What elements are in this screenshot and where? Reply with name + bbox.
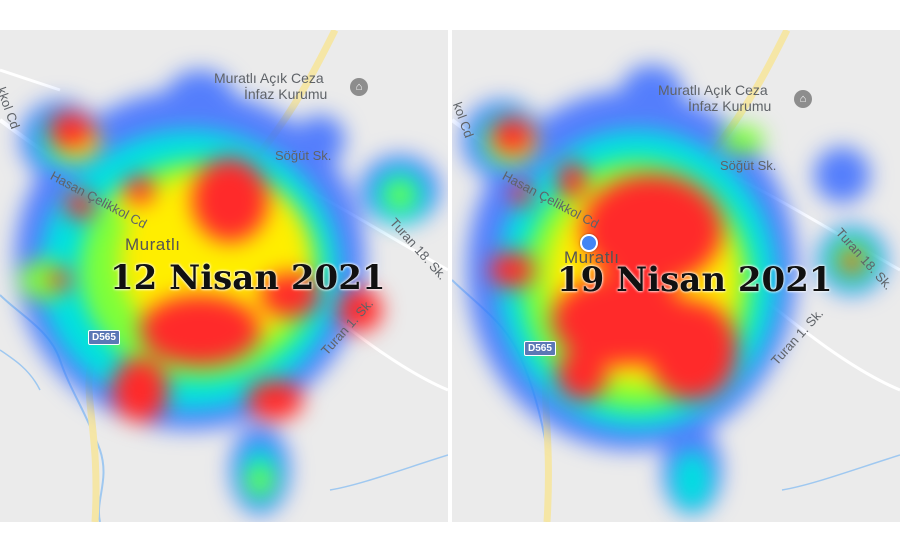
poi-name-line1: Muratlı Açık Ceza (214, 70, 324, 86)
town-label: Muratlı (564, 248, 620, 267)
heatmap-layer (0, 30, 448, 522)
road-shield: D565 (524, 341, 556, 356)
heatmap-layer (452, 30, 900, 522)
date-label: 12 Nisan 2021 (110, 258, 386, 298)
poi-name-line2: İnfaz Kurumu (244, 86, 328, 102)
date-label: 19 Nisan 2021 (557, 260, 833, 300)
street-label-sogut: Söğüt Sk. (275, 148, 332, 163)
road-shield: D565 (88, 330, 120, 345)
prison-poi-icon[interactable]: ⌂ (350, 78, 368, 96)
poi-name-line2: İnfaz Kurumu (688, 98, 772, 114)
heatmap-panel-12-nisan: Muratlı Açık Ceza İnfaz Kurumu ⌂ Hasan Ç… (0, 30, 448, 522)
prison-poi-icon[interactable]: ⌂ (794, 90, 812, 108)
current-location-dot[interactable] (580, 234, 598, 252)
street-label-sogut: Söğüt Sk. (720, 158, 777, 173)
poi-name-line1: Muratlı Açık Ceza (658, 82, 768, 98)
town-label: Muratlı (125, 235, 181, 254)
poi-label: Muratlı Açık Ceza İnfaz Kurumu (658, 82, 771, 114)
heatmap-panel-19-nisan: Muratlı Açık Ceza İnfaz Kurumu ⌂ Hasan Ç… (452, 30, 900, 522)
poi-label: Muratlı Açık Ceza İnfaz Kurumu (214, 70, 327, 102)
